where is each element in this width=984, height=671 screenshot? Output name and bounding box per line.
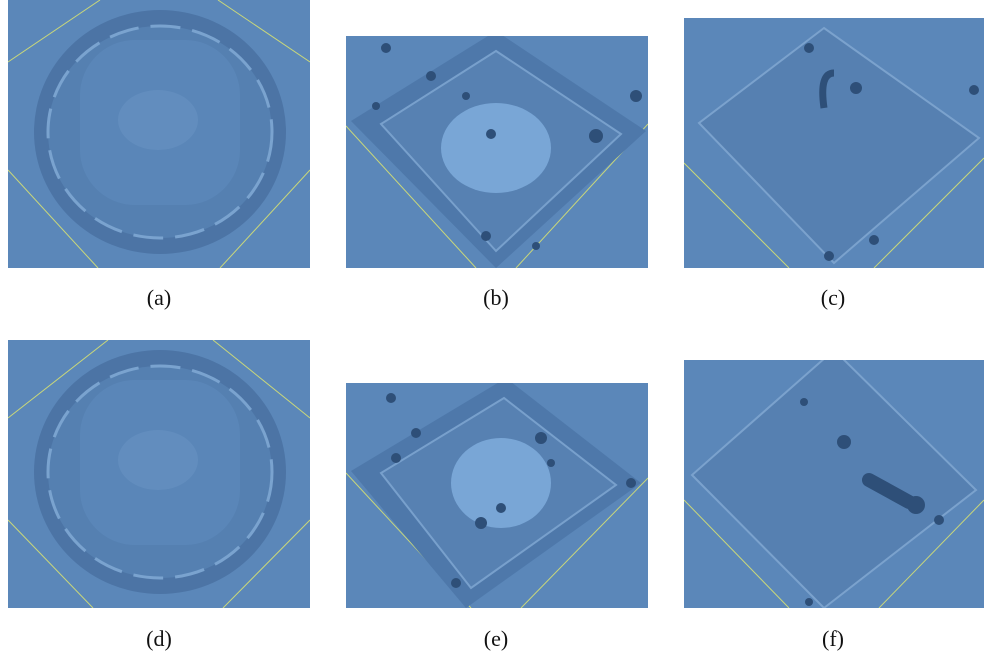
panel-image	[8, 0, 310, 268]
panel-image	[346, 36, 648, 268]
panel-label: (b)	[446, 285, 546, 311]
panel-image	[8, 340, 310, 608]
panel-label: (d)	[109, 626, 209, 652]
panel-label: (c)	[783, 285, 883, 311]
panel-image	[346, 383, 648, 608]
panel-label: (e)	[446, 626, 546, 652]
panel-image	[684, 18, 984, 268]
figure: (a) (b) (c)	[0, 0, 984, 671]
panel-image	[684, 360, 984, 608]
panel-label: (a)	[109, 285, 209, 311]
panel-label: (f)	[783, 626, 883, 652]
